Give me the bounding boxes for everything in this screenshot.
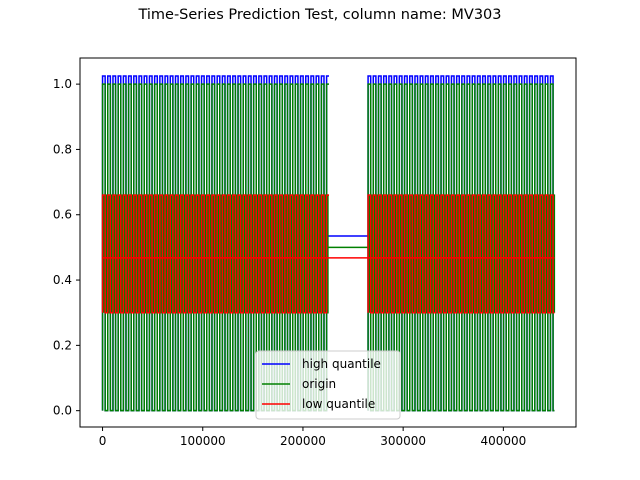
- series-segment-1: [101, 194, 329, 314]
- x-tick-label: 100000: [180, 434, 226, 448]
- series-mid-segment-2: [368, 194, 556, 314]
- series-segment-1: [101, 83, 329, 412]
- y-tick-label: 0.8: [53, 142, 72, 156]
- series-layer: [101, 75, 556, 412]
- y-tick-label: 0.6: [53, 208, 72, 222]
- legend-label: origin: [302, 377, 336, 391]
- x-tick-label: 200000: [280, 434, 326, 448]
- legend-label: high quantile: [302, 357, 381, 371]
- series-low-quantile: [101, 194, 555, 314]
- legend-label: low quantile: [302, 397, 375, 411]
- y-tick-label: 1.0: [53, 77, 72, 91]
- y-tick-label: 0.2: [53, 338, 72, 352]
- x-tick-label: 300000: [380, 434, 426, 448]
- x-tick-label: 400000: [480, 434, 526, 448]
- y-tick-label: 0.4: [53, 273, 72, 287]
- x-tick-label: 0: [99, 434, 107, 448]
- chart-title: Time-Series Prediction Test, column name…: [138, 7, 502, 23]
- plot-frame: [79, 57, 577, 428]
- legend-box: [255, 350, 401, 420]
- y-tick-label: 0.0: [53, 404, 72, 418]
- series-segment-2: [367, 194, 555, 314]
- axis-layer: 0 100000 200000 300000 400000 0.0 0.2 0.4 0.6 0.8…: [53, 77, 526, 448]
- legend: high quantile origin low quantile: [255, 350, 401, 420]
